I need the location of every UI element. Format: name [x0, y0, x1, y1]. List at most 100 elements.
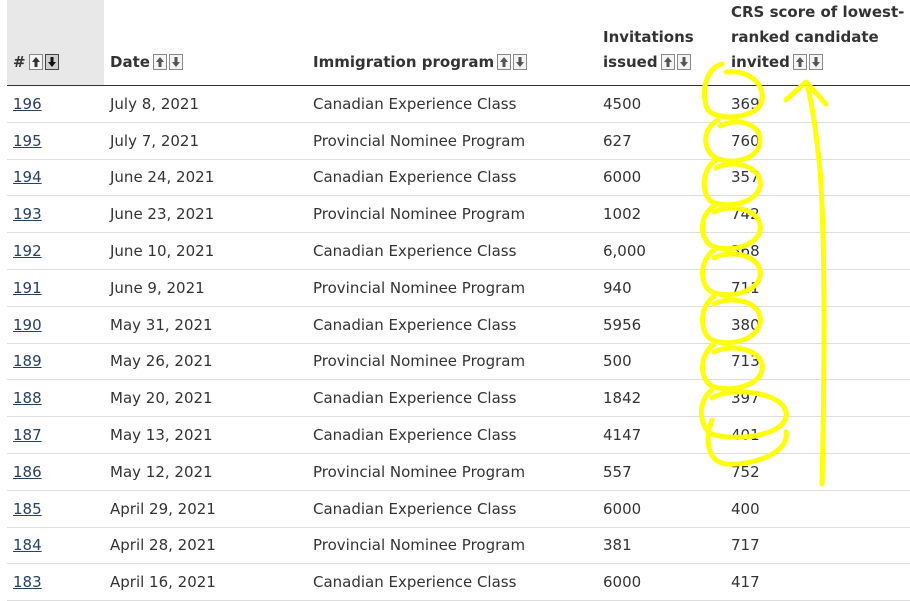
cell-invitations: 6000 — [597, 159, 725, 197]
round-number-link[interactable]: 191 — [13, 278, 42, 297]
cell-invitations: 557 — [597, 453, 725, 491]
sort-ascending-button[interactable] — [792, 54, 807, 70]
round-number-link[interactable]: 192 — [13, 242, 42, 261]
cell-crs-score: 369 — [725, 85, 910, 123]
table-row: 189 May 26, 2021 Provincial Nominee Progra… — [7, 343, 910, 381]
header-invitations-label: Invitations issued — [603, 28, 694, 71]
cell-program: Canadian Experience Class — [307, 490, 597, 528]
cell-crs-score: 717 — [725, 527, 910, 565]
cell-round-number: 187 — [7, 416, 104, 454]
cell-round-number: 185 — [7, 490, 104, 528]
express-entry-rounds-table: # Date Immigration program Invitations i… — [7, 0, 910, 601]
round-number-link[interactable]: 183 — [13, 573, 42, 592]
round-number-link[interactable]: 190 — [13, 315, 42, 334]
round-number-link[interactable]: 194 — [13, 168, 42, 187]
sort-descending-button[interactable] — [676, 54, 691, 70]
header-number-label: # — [13, 53, 26, 71]
round-number-link[interactable]: 185 — [13, 499, 42, 518]
arrow-up-icon — [663, 57, 672, 67]
cell-crs-score: 400 — [725, 490, 910, 528]
cell-invitations: 6,000 — [597, 232, 725, 270]
sort-descending-button[interactable] — [808, 54, 823, 70]
arrow-down-icon — [47, 57, 56, 67]
header-invitations: Invitations issued — [597, 0, 725, 86]
cell-round-number: 191 — [7, 269, 104, 307]
cell-invitations: 4147 — [597, 416, 725, 454]
cell-invitations: 6000 — [597, 490, 725, 528]
round-number-link[interactable]: 189 — [13, 352, 42, 371]
header-program: Immigration program — [307, 0, 597, 86]
cell-invitations: 940 — [597, 269, 725, 307]
cell-crs-score: 752 — [725, 453, 910, 491]
table-row: 188 May 20, 2021 Canadian Experience Class… — [7, 379, 910, 418]
sort-descending-button[interactable] — [44, 54, 59, 70]
cell-date: May 31, 2021 — [104, 306, 307, 344]
round-number-link[interactable]: 186 — [13, 462, 42, 481]
cell-crs-score: 397 — [725, 379, 910, 418]
table-row: 195 July 7, 2021 Provincial Nominee Progra… — [7, 122, 910, 160]
cell-round-number: 192 — [7, 232, 104, 270]
cell-program: Provincial Nominee Program — [307, 527, 597, 565]
cell-crs-score: 380 — [725, 306, 910, 344]
round-number-link[interactable]: 196 — [13, 94, 42, 113]
table-row: 191 June 9, 2021 Provincial Nominee Progra… — [7, 269, 910, 307]
round-number-link[interactable]: 187 — [13, 426, 42, 445]
sort-ascending-button[interactable] — [497, 54, 512, 70]
table-row: 185 April 29, 2021 Canadian Experience Cla… — [7, 490, 910, 528]
cell-round-number: 195 — [7, 122, 104, 160]
cell-invitations: 500 — [597, 343, 725, 381]
cell-date: June 23, 2021 — [104, 195, 307, 234]
cell-round-number: 183 — [7, 563, 104, 601]
sort-descending-button[interactable] — [513, 54, 528, 70]
round-number-link[interactable]: 195 — [13, 131, 42, 150]
round-number-link[interactable]: 193 — [13, 205, 42, 224]
cell-date: April 16, 2021 — [104, 563, 307, 601]
cell-round-number: 189 — [7, 343, 104, 381]
cell-date: July 7, 2021 — [104, 122, 307, 160]
cell-program: Canadian Experience Class — [307, 159, 597, 197]
cell-round-number: 196 — [7, 85, 104, 123]
cell-crs-score: 713 — [725, 343, 910, 381]
round-number-link[interactable]: 188 — [13, 389, 42, 408]
arrow-down-icon — [811, 57, 820, 67]
cell-crs-score: 760 — [725, 122, 910, 160]
cell-round-number: 184 — [7, 527, 104, 565]
sort-controls-date — [152, 53, 185, 78]
cell-invitations: 4500 — [597, 85, 725, 123]
header-number: # — [7, 0, 104, 86]
cell-crs-score: 742 — [725, 195, 910, 234]
cell-date: July 8, 2021 — [104, 85, 307, 123]
cell-crs-score: 711 — [725, 269, 910, 307]
header-crs-label: CRS score of lowest-ranked candidate inv… — [731, 3, 905, 71]
sort-ascending-button[interactable] — [660, 54, 675, 70]
header-date: Date — [104, 0, 307, 86]
cell-program: Provincial Nominee Program — [307, 269, 597, 307]
cell-program: Provincial Nominee Program — [307, 195, 597, 234]
header-date-label: Date — [110, 53, 150, 71]
cell-date: May 12, 2021 — [104, 453, 307, 491]
cell-round-number: 194 — [7, 159, 104, 197]
cell-date: June 10, 2021 — [104, 232, 307, 270]
cell-program: Canadian Experience Class — [307, 416, 597, 454]
arrow-up-icon — [155, 57, 164, 67]
cell-date: April 28, 2021 — [104, 527, 307, 565]
cell-date: May 26, 2021 — [104, 343, 307, 381]
sort-controls-invitations — [660, 53, 693, 78]
cell-program: Canadian Experience Class — [307, 306, 597, 344]
cell-invitations: 5956 — [597, 306, 725, 344]
arrow-down-icon — [171, 57, 180, 67]
sort-ascending-button[interactable] — [28, 54, 43, 70]
arrow-up-icon — [31, 57, 40, 67]
cell-invitations: 1842 — [597, 379, 725, 418]
header-crs-score: CRS score of lowest-ranked candidate inv… — [725, 0, 910, 86]
sort-controls-crs — [792, 53, 825, 78]
sort-ascending-button[interactable] — [152, 54, 167, 70]
cell-crs-score: 357 — [725, 159, 910, 197]
table-header: # Date Immigration program Invitations i… — [7, 0, 910, 86]
cell-program: Canadian Experience Class — [307, 85, 597, 123]
sort-descending-button[interactable] — [168, 54, 183, 70]
cell-program: Provincial Nominee Program — [307, 122, 597, 160]
arrow-down-icon — [679, 57, 688, 67]
round-number-link[interactable]: 184 — [13, 536, 42, 555]
cell-crs-score: 401 — [725, 416, 910, 454]
